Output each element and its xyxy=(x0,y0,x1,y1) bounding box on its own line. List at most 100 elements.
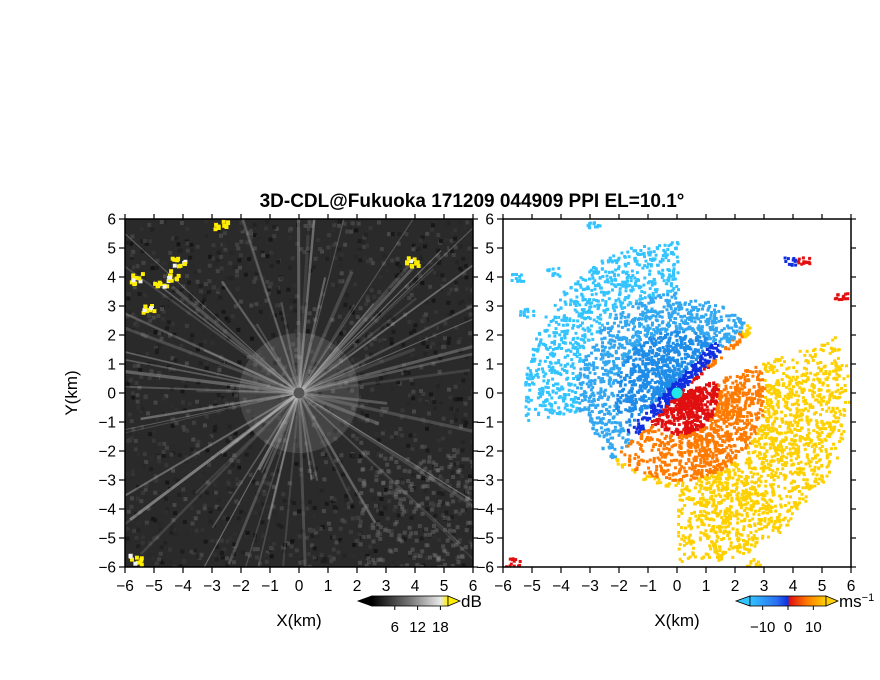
noise-speckle xyxy=(349,320,354,325)
noise-speckle xyxy=(178,564,183,567)
velocity-pixel xyxy=(715,525,719,529)
noise-speckle xyxy=(441,557,446,562)
noise-speckle xyxy=(379,346,384,351)
velocity-pixel xyxy=(671,356,675,360)
clutter-speckle xyxy=(383,528,388,533)
noise-speckle xyxy=(364,232,369,237)
velocity-pixel xyxy=(638,253,642,256)
x-tick-label: 6 xyxy=(469,578,478,595)
velocity-pixel xyxy=(641,312,645,316)
velocity-pixel xyxy=(738,338,742,342)
velocity-pixel xyxy=(537,413,540,417)
noise-speckle xyxy=(335,375,340,380)
velocity-pixel xyxy=(631,274,635,277)
noise-speckle xyxy=(374,421,379,426)
velocity-pixel xyxy=(540,391,544,395)
noise-speckle xyxy=(208,404,213,409)
velocity-pixel xyxy=(582,360,585,363)
velocity-pixel xyxy=(644,305,648,309)
velocity-pixel xyxy=(711,454,715,458)
noise-speckle xyxy=(174,408,179,412)
noise-speckle xyxy=(215,289,220,294)
velocity-pixel xyxy=(646,368,650,372)
velocity-pixel xyxy=(581,321,584,325)
velocity-pixel xyxy=(566,408,569,412)
noise-speckle xyxy=(143,544,148,549)
velocity-pixel xyxy=(679,379,683,383)
velocity-pixel xyxy=(729,395,733,399)
velocity-pixel xyxy=(712,353,716,357)
velocity-pixel xyxy=(698,483,702,487)
y-tick-label: 3 xyxy=(107,299,116,316)
noise-speckle xyxy=(380,558,385,563)
noise-speckle xyxy=(311,385,315,390)
noise-speckle xyxy=(464,490,469,495)
velocity-pixel xyxy=(707,334,711,338)
noise-speckle xyxy=(366,259,371,264)
velocity-pixel xyxy=(694,364,698,368)
bright-echo xyxy=(213,227,218,232)
velocity-pixel xyxy=(586,374,590,378)
velocity-pixel xyxy=(708,316,712,320)
velocity-pixel xyxy=(571,346,575,350)
noise-speckle xyxy=(469,342,473,347)
velocity-pixel xyxy=(636,350,640,354)
velocity-pixel xyxy=(674,343,678,347)
velocity-pixel xyxy=(656,312,660,316)
velocity-pixel xyxy=(666,304,670,308)
velocity-pixel xyxy=(697,436,701,440)
velocity-pixel xyxy=(631,362,635,366)
noise-speckle xyxy=(276,395,281,400)
noise-speckle xyxy=(215,269,220,274)
noise-speckle xyxy=(450,310,455,314)
velocity-pixel xyxy=(676,271,680,275)
velocity-pixel xyxy=(613,274,617,278)
velocity-pixel xyxy=(677,304,681,308)
velocity-pixel xyxy=(658,348,662,352)
noise-speckle xyxy=(460,553,465,558)
velocity-pixel xyxy=(682,383,686,387)
noise-speckle xyxy=(437,261,441,266)
velocity-pixel xyxy=(593,345,597,349)
noise-speckle xyxy=(135,264,140,269)
noise-speckle xyxy=(331,556,336,561)
noise-speckle xyxy=(461,378,466,383)
noise-speckle xyxy=(240,229,245,234)
echo-ray xyxy=(298,318,473,394)
velocity-pixel xyxy=(744,440,747,444)
velocity-pixel xyxy=(639,285,643,289)
echo-ray xyxy=(140,391,300,421)
noise-speckle xyxy=(380,406,385,411)
noise-speckle xyxy=(215,539,220,544)
noise-speckle xyxy=(400,408,405,413)
noise-speckle xyxy=(276,259,281,264)
noise-speckle xyxy=(360,403,365,408)
velocity-pixel xyxy=(556,346,560,350)
noise-speckle xyxy=(375,446,380,450)
velocity-pixel xyxy=(535,372,539,376)
velocity-pixel xyxy=(604,388,608,392)
velocity-pixel xyxy=(578,359,582,363)
noise-speckle xyxy=(136,405,141,410)
clutter-speckle xyxy=(436,468,441,473)
clutter-speckle xyxy=(398,537,403,542)
echo-ray xyxy=(297,271,354,394)
echo-ray xyxy=(227,392,301,566)
noise-speckle xyxy=(289,377,294,382)
velocity-pixel xyxy=(538,387,542,391)
noise-speckle xyxy=(197,556,202,560)
noise-speckle xyxy=(437,495,442,500)
noise-speckle xyxy=(166,320,171,325)
noise-speckle xyxy=(219,361,224,366)
velocity-pixel xyxy=(713,331,717,335)
velocity-pixel xyxy=(800,388,804,392)
noise-speckle xyxy=(344,293,349,298)
clutter-speckle xyxy=(434,462,439,467)
noise-speckle xyxy=(181,284,186,289)
noise-speckle xyxy=(191,420,196,425)
noise-speckle xyxy=(132,314,137,319)
noise-speckle xyxy=(213,552,217,557)
noise-speckle xyxy=(417,270,421,275)
noise-speckle xyxy=(193,548,198,553)
clutter-speckle xyxy=(386,469,391,473)
